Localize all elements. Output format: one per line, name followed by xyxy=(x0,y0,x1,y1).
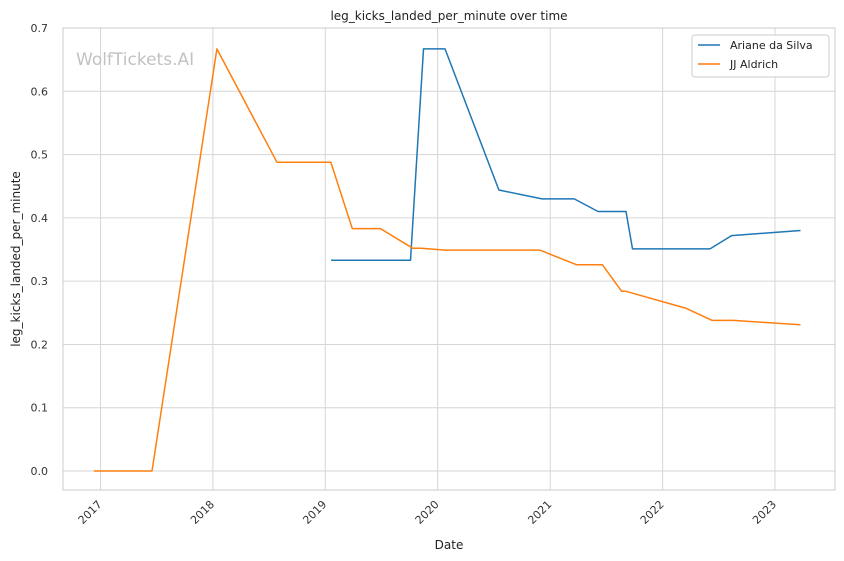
legend: Ariane da Silva JJ Aldrich xyxy=(691,34,830,78)
x-axis-label: Date xyxy=(435,538,464,552)
y-tick-label: 0.5 xyxy=(31,149,49,162)
series-layer xyxy=(93,48,801,472)
legend-label: Ariane da Silva xyxy=(730,39,813,52)
y-tick-label: 0.3 xyxy=(31,275,49,288)
watermark: WolfTickets.AI xyxy=(76,50,194,70)
series-line xyxy=(331,48,801,262)
x-tick-label: 2022 xyxy=(638,498,667,527)
y-tick-label: 0.2 xyxy=(31,338,49,351)
tick-labels: 0.0 0.1 0.2 0.3 0.4 0.5 0.6 0.7 2017 2018 2019 2020… xyxy=(31,22,780,527)
y-tick-label: 0.4 xyxy=(31,212,49,225)
x-tick-label: 2018 xyxy=(188,498,217,527)
x-tick-label: 2021 xyxy=(525,498,554,527)
x-tick-label: 2019 xyxy=(300,498,329,527)
series-line xyxy=(93,48,801,472)
y-tick-label: 0.1 xyxy=(31,402,49,415)
y-tick-label: 0.6 xyxy=(31,85,49,98)
x-tick-label: 2020 xyxy=(413,498,442,527)
y-axis-label: leg_kicks_landed_per_minute xyxy=(9,171,23,347)
chart-title: leg_kicks_landed_per_minute over time xyxy=(330,9,567,23)
grid-lines xyxy=(63,27,835,490)
x-tick-label: 2023 xyxy=(750,498,779,527)
legend-box xyxy=(691,34,830,78)
y-tick-label: 0.0 xyxy=(31,465,49,478)
legend-label: JJ Aldrich xyxy=(729,58,778,71)
plot-frame xyxy=(62,27,836,491)
x-tick-label: 2017 xyxy=(76,498,105,527)
y-tick-label: 0.7 xyxy=(31,22,49,35)
